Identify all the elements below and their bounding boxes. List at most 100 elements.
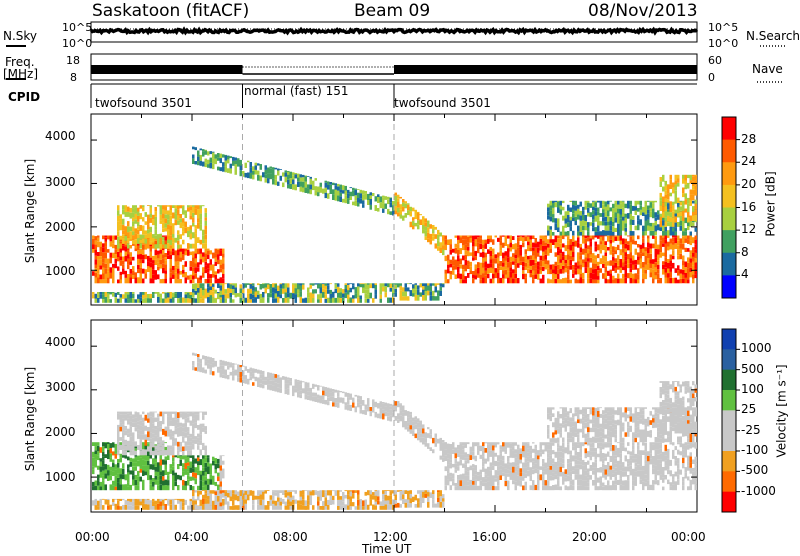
power-cell <box>192 155 195 159</box>
velocity-cell <box>177 450 180 455</box>
power-cell <box>145 221 148 225</box>
power-cell <box>507 236 510 239</box>
velocity-cell <box>550 450 553 456</box>
velocity-cell <box>437 490 440 492</box>
velocity-cell <box>560 414 563 418</box>
power-cell <box>97 260 100 264</box>
velocity-cell <box>220 481 223 486</box>
power-cell <box>455 274 458 279</box>
power-cell <box>227 156 230 157</box>
velocity-cell <box>92 452 95 457</box>
velocity-cell <box>562 420 565 424</box>
power-cell <box>122 246 125 251</box>
velocity-cell <box>172 485 175 491</box>
velocity-cell <box>130 442 133 446</box>
velocity-cell <box>140 431 143 435</box>
velocity-cell <box>402 490 405 494</box>
power-cell <box>185 298 188 303</box>
power-cell <box>322 189 325 194</box>
velocity-cell <box>605 454 608 458</box>
power-cell <box>567 274 570 279</box>
velocity-cell <box>150 423 153 428</box>
power-cell <box>672 183 675 188</box>
velocity-cell <box>502 442 505 446</box>
power-cell <box>602 260 605 264</box>
velocity-cell <box>175 415 178 420</box>
power-cell <box>517 253 520 258</box>
velocity-cell <box>417 490 420 494</box>
velocity-cell <box>617 448 620 452</box>
power-cell <box>215 249 218 254</box>
velocity-cell <box>630 412 633 416</box>
power-cell <box>565 232 568 236</box>
power-cell <box>225 167 228 173</box>
power-cell <box>390 298 393 303</box>
velocity-cell <box>192 496 195 500</box>
velocity-cell <box>592 443 595 448</box>
velocity-cell <box>385 490 388 491</box>
velocity-cell <box>160 427 163 432</box>
velocity-cell <box>602 415 605 421</box>
power-cell <box>332 194 335 200</box>
velocity-cell <box>557 476 560 481</box>
velocity-cell <box>610 431 613 437</box>
power-cell <box>622 274 625 279</box>
velocity-cell <box>170 429 173 433</box>
power-cell <box>195 283 198 287</box>
power-cell <box>417 224 420 229</box>
velocity-cell <box>455 463 458 469</box>
velocity-cell <box>130 416 133 422</box>
velocity-cell <box>390 490 393 492</box>
velocity-cell <box>560 427 563 433</box>
velocity-cell <box>500 445 503 449</box>
power-cell <box>607 226 610 231</box>
power-cell <box>547 207 550 211</box>
power-cell <box>632 260 635 264</box>
power-cell <box>595 246 598 251</box>
velocity-cell <box>210 470 213 475</box>
velocity-cell <box>195 459 198 464</box>
velocity-cell <box>340 500 343 506</box>
power-cell <box>505 266 508 270</box>
velocity-cell <box>325 490 328 492</box>
velocity-cell <box>147 413 150 419</box>
power-cell <box>272 292 275 298</box>
velocity-cell <box>230 362 233 363</box>
power-cell <box>230 284 233 289</box>
velocity-cell <box>592 451 595 457</box>
power-cell <box>167 235 170 239</box>
power-cell <box>275 283 278 284</box>
velocity-cell <box>395 495 398 501</box>
velocity-cell <box>572 417 575 421</box>
velocity-cell <box>580 486 583 491</box>
power-cell <box>197 161 200 165</box>
power-cell <box>150 236 153 241</box>
velocity-cell <box>200 429 203 434</box>
velocity-cell <box>215 361 218 367</box>
velocity-cell <box>427 427 430 429</box>
velocity-cell <box>525 463 528 468</box>
velocity-cell <box>312 393 315 397</box>
velocity-cell <box>162 440 165 444</box>
power-cell <box>175 294 178 298</box>
power-cell <box>590 258 593 263</box>
velocity-cell <box>492 461 495 466</box>
power-cell <box>182 270 185 274</box>
power-cell <box>207 273 210 278</box>
velocity-cell <box>200 506 203 510</box>
power-cell <box>135 234 138 239</box>
power-cell <box>382 203 385 208</box>
velocity-cell <box>512 442 515 446</box>
power-cell <box>635 260 638 265</box>
velocity-cell <box>180 455 183 456</box>
power-cell <box>560 236 563 239</box>
power-cell <box>447 268 450 273</box>
velocity-cell <box>560 457 563 462</box>
velocity-cell <box>525 453 528 459</box>
power-cell <box>250 283 253 284</box>
velocity-cell <box>180 506 183 510</box>
velocity-cell <box>217 459 220 464</box>
velocity-cell <box>195 478 198 484</box>
velocity-cell <box>570 459 573 463</box>
velocity-cell <box>577 452 580 456</box>
